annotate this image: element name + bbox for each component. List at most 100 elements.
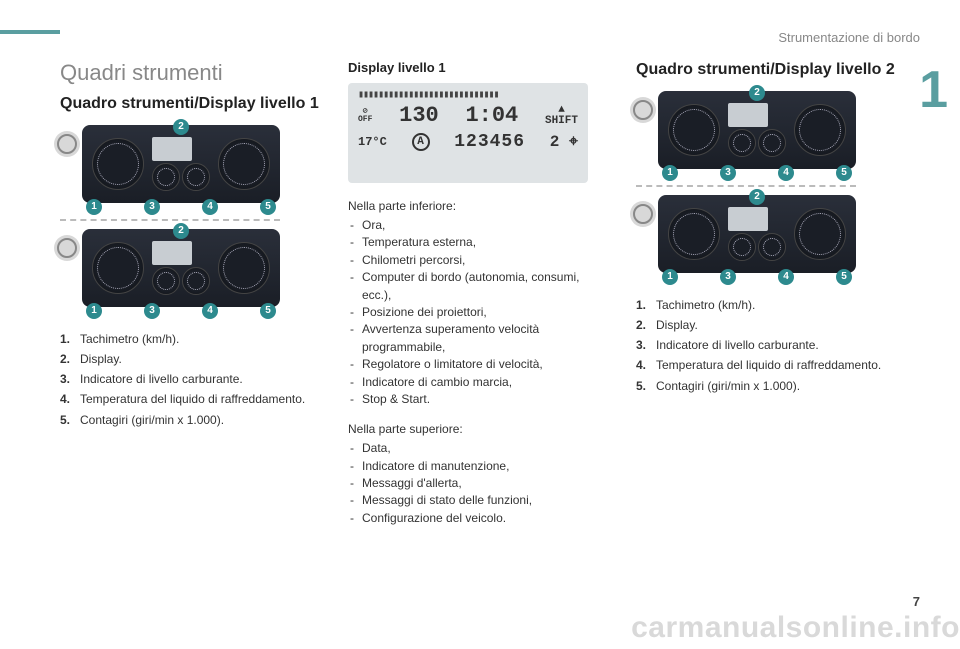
upper-intro: Nella parte superiore: [348, 422, 612, 436]
steering-wheel-icon [630, 97, 656, 123]
headlight-icon: ⌖ [569, 133, 578, 151]
dashed-separator [636, 185, 856, 187]
lcd-row-top: ⊘OFF 130 1:04 ▲SHIFT [358, 103, 578, 128]
speedometer-gauge [668, 104, 720, 156]
legend-num: 4. [60, 391, 80, 407]
list-item: Indicatore di cambio marcia, [348, 374, 612, 391]
lcd-clock: 1:04 [465, 103, 518, 128]
column-1: Quadri strumenti Quadro strumenti/Displa… [60, 60, 324, 541]
legend-text: Indicatore di livello carburante. [80, 371, 243, 387]
callout-badge: 3 [720, 269, 736, 285]
legend-text: Indicatore di livello carburante. [656, 337, 819, 353]
callout-badge: 2 [173, 223, 189, 239]
lcd-gear: 2 ⌖ [550, 133, 578, 151]
section-number: 1 [919, 60, 948, 120]
callout-badge: 2 [173, 119, 189, 135]
callout-badge: 1 [86, 303, 102, 319]
legend-item: 3.Indicatore di livello carburante. [60, 371, 324, 387]
callout-badge: 4 [778, 269, 794, 285]
callout-badge: 5 [260, 199, 276, 215]
speedometer-gauge [668, 208, 720, 260]
legend-num: 5. [60, 412, 80, 428]
callout-badge: 1 [662, 269, 678, 285]
legend-num: 2. [60, 351, 80, 367]
header-section-label: Strumentazione di bordo [778, 30, 920, 45]
lcd-odometer: 123456 [454, 132, 525, 152]
coolant-gauge [182, 267, 210, 295]
dashed-separator [60, 219, 280, 221]
legend-item: 2.Display. [636, 317, 900, 333]
legend-item: 5.Contagiri (giri/min x 1.000). [636, 378, 900, 394]
list-item: Ora, [348, 217, 612, 234]
callout-badge: 2 [749, 85, 765, 101]
instrument-cluster-image: 2 1 3 4 5 [60, 229, 280, 319]
speedometer-gauge [92, 242, 144, 294]
lcd-ticks: ▮▮▮▮▮▮▮▮▮▮▮▮▮▮▮▮▮▮▮▮▮▮▮▮▮▮▮▮ [358, 89, 578, 101]
center-lcd [152, 137, 192, 161]
legend-text: Contagiri (giri/min x 1.000). [656, 378, 800, 394]
lcd-speed: 130 [399, 103, 439, 128]
callout-badge: 5 [260, 303, 276, 319]
callout-badge: 1 [86, 199, 102, 215]
legend-num: 4. [636, 357, 656, 373]
legend-num: 2. [636, 317, 656, 333]
upper-list: Data, Indicatore di manutenzione, Messag… [348, 440, 612, 527]
cluster-body: 2 [82, 229, 280, 307]
lcd-display: ▮▮▮▮▮▮▮▮▮▮▮▮▮▮▮▮▮▮▮▮▮▮▮▮▮▮▮▮ ⊘OFF 130 1:… [348, 83, 588, 183]
legend-text: Display. [656, 317, 698, 333]
legend-item: 2.Display. [60, 351, 324, 367]
legend-text: Display. [80, 351, 122, 367]
fuel-gauge [728, 233, 756, 261]
col3-subtitle: Quadro strumenti/Display livello 2 [636, 60, 900, 81]
instrument-cluster-image: 2 1 3 4 5 [636, 195, 856, 285]
list-item: Chilometri percorsi, [348, 252, 612, 269]
callout-row: 1 3 4 5 [658, 269, 856, 285]
list-item: Messaggi di stato delle funzioni, [348, 492, 612, 509]
list-item: Messaggi d'allerta, [348, 475, 612, 492]
instrument-cluster-image: 2 1 3 4 5 [636, 91, 856, 181]
legend-item: 3.Indicatore di livello carburante. [636, 337, 900, 353]
callout-badge: 4 [778, 165, 794, 181]
cluster-body: 2 [658, 195, 856, 273]
fuel-gauge [152, 267, 180, 295]
legend-text: Tachimetro (km/h). [656, 297, 755, 313]
column-3: Quadro strumenti/Display livello 2 2 [636, 60, 900, 541]
legend-item: 4.Temperatura del liquido di raffreddame… [60, 391, 324, 407]
list-item: Indicatore di manutenzione, [348, 458, 612, 475]
list-item: Temperatura esterna, [348, 234, 612, 251]
speedometer-gauge [92, 138, 144, 190]
display-title: Display livello 1 [348, 60, 612, 75]
page-number: 7 [913, 594, 920, 609]
legend-list-1: 1.Tachimetro (km/h). 2.Display. 3.Indica… [60, 331, 324, 428]
legend-num: 1. [60, 331, 80, 347]
legend-num: 1. [636, 297, 656, 313]
list-item: Avvertenza superamento velocità programm… [348, 321, 612, 356]
list-item: Data, [348, 440, 612, 457]
center-lcd [728, 103, 768, 127]
callout-badge: 3 [720, 165, 736, 181]
cluster-stack-1: 2 1 3 4 5 [60, 125, 324, 319]
tachometer-gauge [794, 104, 846, 156]
instrument-cluster-image: 2 1 3 4 5 [60, 125, 280, 215]
steering-wheel-icon [54, 131, 80, 157]
list-item: Computer di bordo (autonomia, consumi, e… [348, 269, 612, 304]
callout-badge: 3 [144, 303, 160, 319]
callout-row: 1 3 4 5 [82, 303, 280, 319]
callout-badge: 4 [202, 199, 218, 215]
list-item: Regolatore o limitatore di velocità, [348, 356, 612, 373]
list-item: Posizione dei proiettori, [348, 304, 612, 321]
callout-badge: 4 [202, 303, 218, 319]
coolant-gauge [758, 233, 786, 261]
cluster-body: 2 [82, 125, 280, 203]
callout-badge: 3 [144, 199, 160, 215]
list-item: Configurazione del veicolo. [348, 510, 612, 527]
lower-list: Ora, Temperatura esterna, Chilometri per… [348, 217, 612, 408]
tachometer-gauge [794, 208, 846, 260]
legend-item: 4.Temperatura del liquido di raffreddame… [636, 357, 900, 373]
legend-num: 5. [636, 378, 656, 394]
legend-item: 1.Tachimetro (km/h). [60, 331, 324, 347]
coolant-gauge [182, 163, 210, 191]
coolant-gauge [758, 129, 786, 157]
legend-text: Temperatura del liquido di raffreddament… [80, 391, 305, 407]
page-columns: Quadri strumenti Quadro strumenti/Displa… [60, 60, 900, 541]
